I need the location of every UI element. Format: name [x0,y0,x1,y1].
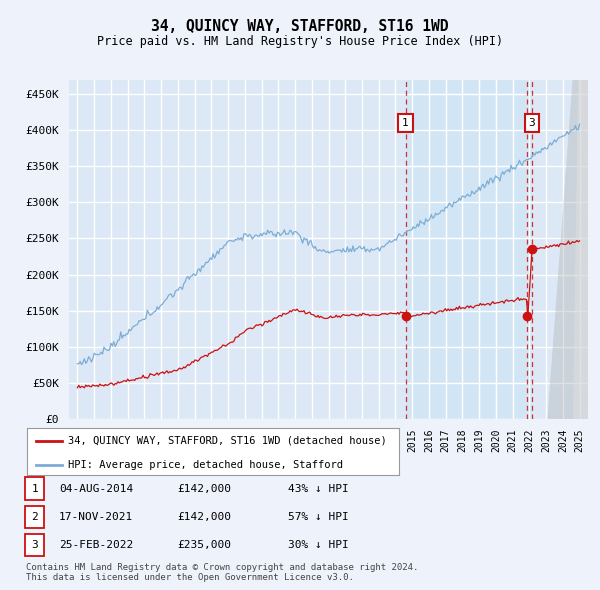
Text: 34, QUINCY WAY, STAFFORD, ST16 1WD (detached house): 34, QUINCY WAY, STAFFORD, ST16 1WD (deta… [68,436,386,446]
Text: Price paid vs. HM Land Registry's House Price Index (HPI): Price paid vs. HM Land Registry's House … [97,35,503,48]
Text: 43% ↓ HPI: 43% ↓ HPI [288,484,349,493]
Text: £142,000: £142,000 [177,512,231,522]
Bar [406,80,532,419]
Text: 17-NOV-2021: 17-NOV-2021 [59,512,133,522]
Text: Contains HM Land Registry data © Crown copyright and database right 2024.
This d: Contains HM Land Registry data © Crown c… [26,563,419,582]
Text: 57% ↓ HPI: 57% ↓ HPI [288,512,349,522]
Text: 1: 1 [31,484,38,493]
Text: 3: 3 [31,540,38,550]
Text: 34, QUINCY WAY, STAFFORD, ST16 1WD: 34, QUINCY WAY, STAFFORD, ST16 1WD [151,19,449,34]
Text: 04-AUG-2014: 04-AUG-2014 [59,484,133,493]
Text: £235,000: £235,000 [177,540,231,550]
Text: £142,000: £142,000 [177,484,231,493]
Text: HPI: Average price, detached house, Stafford: HPI: Average price, detached house, Staf… [68,460,343,470]
Text: 25-FEB-2022: 25-FEB-2022 [59,540,133,550]
Polygon shape [573,80,588,419]
Text: 3: 3 [529,118,535,128]
Text: 1: 1 [402,118,409,128]
Text: 2: 2 [31,512,38,522]
Text: 30% ↓ HPI: 30% ↓ HPI [288,540,349,550]
